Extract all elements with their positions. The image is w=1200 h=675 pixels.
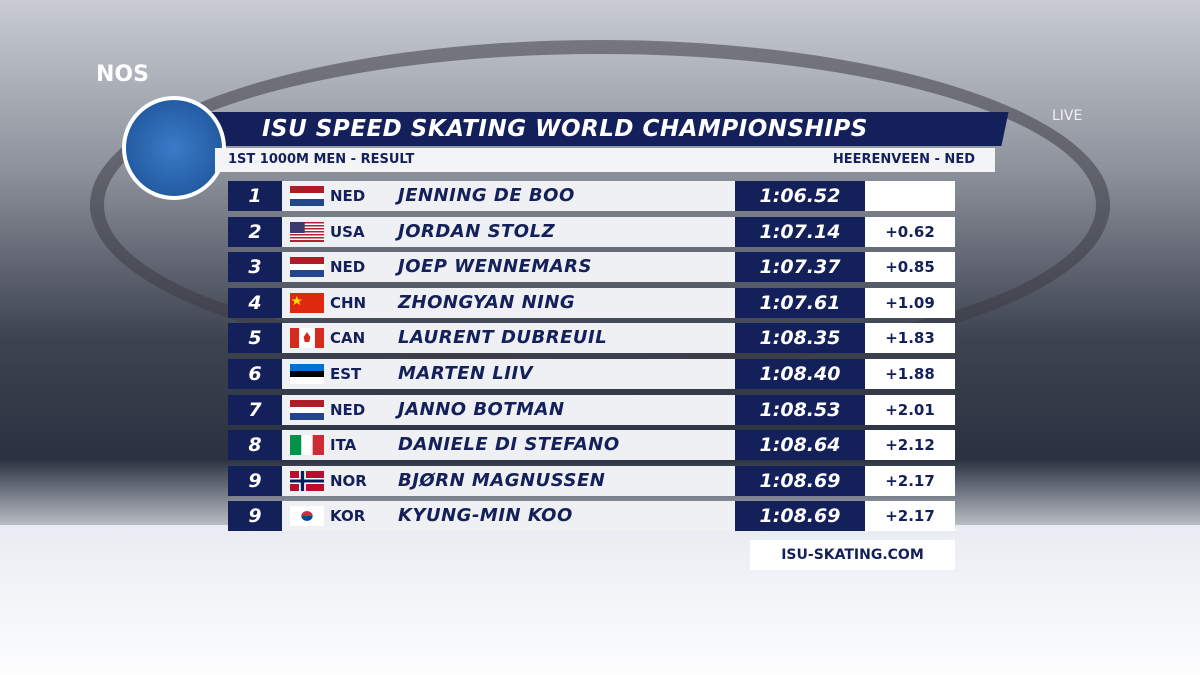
rank: 9 bbox=[228, 465, 282, 496]
flag-icon bbox=[290, 470, 324, 491]
athlete-name: JOEP WENNEMARS bbox=[398, 256, 592, 278]
flag-icon bbox=[290, 328, 324, 349]
time: 1:07.37 bbox=[735, 252, 865, 283]
result-row: 2 USA JORDAN STOLZ 1:07.14 +0.62 bbox=[228, 216, 955, 247]
location-label: HEERENVEEN - NED bbox=[832, 152, 975, 167]
country-code: NED bbox=[330, 187, 366, 205]
country-code: EST bbox=[330, 365, 362, 383]
flag bbox=[290, 399, 324, 420]
result-row: 9 KOR KYUNG-MIN KOO 1:08.69 +2.17 bbox=[228, 501, 955, 532]
rank: 5 bbox=[228, 323, 282, 354]
country-code: USA bbox=[330, 222, 365, 241]
isu-logo bbox=[122, 96, 226, 200]
flag-icon bbox=[290, 221, 324, 242]
result-row: 6 EST MARTEN LIIV 1:08.40 +1.88 bbox=[228, 359, 955, 389]
flag bbox=[290, 292, 324, 313]
flag bbox=[290, 470, 324, 491]
flag-icon bbox=[290, 364, 324, 384]
rank: 8 bbox=[228, 430, 282, 461]
event-label: 1ST 1000M MEN - RESULT bbox=[228, 152, 415, 167]
gap bbox=[865, 181, 955, 211]
result-row: 1 NED JENNING DE BOO 1:06.52 bbox=[228, 181, 955, 211]
time: 1:08.53 bbox=[735, 394, 865, 425]
athlete-name: DANIELE DI STEFANO bbox=[398, 434, 620, 456]
gap: +1.88 bbox=[865, 359, 955, 389]
gap: +0.62 bbox=[865, 216, 955, 247]
rank: 9 bbox=[228, 501, 282, 532]
flag-icon bbox=[290, 506, 324, 527]
country-code: CAN bbox=[330, 329, 366, 348]
athlete-name: MARTEN LIIV bbox=[398, 363, 534, 384]
flag-icon bbox=[290, 186, 324, 206]
flag-icon bbox=[290, 399, 324, 420]
rank: 4 bbox=[228, 287, 282, 318]
country-code: KOR bbox=[330, 507, 366, 526]
result-row: 3 NED JOEP WENNEMARS 1:07.37 +0.85 bbox=[228, 252, 955, 283]
athlete-name: JENNING DE BOO bbox=[398, 185, 575, 206]
time: 1:08.40 bbox=[735, 359, 865, 389]
gap: +2.12 bbox=[865, 430, 955, 461]
flag bbox=[290, 506, 324, 527]
result-row: 9 NOR BJØRN MAGNUSSEN 1:08.69 +2.17 bbox=[228, 465, 955, 496]
flag-icon bbox=[290, 292, 324, 313]
athlete-name: ZHONGYAN NING bbox=[398, 291, 576, 313]
subtitle-bar bbox=[215, 148, 995, 172]
time: 1:07.61 bbox=[735, 287, 865, 318]
broadcaster-logo: NOS bbox=[96, 62, 149, 87]
flag bbox=[290, 435, 324, 456]
gap: +0.85 bbox=[865, 252, 955, 283]
ice-rink bbox=[0, 525, 1200, 675]
result-row: 7 NED JANNO BOTMAN 1:08.53 +2.01 bbox=[228, 394, 955, 425]
country-code: NED bbox=[330, 400, 366, 419]
time: 1:08.69 bbox=[735, 465, 865, 496]
athlete-name: JANNO BOTMAN bbox=[398, 398, 565, 420]
gap: +1.83 bbox=[865, 323, 955, 354]
rank: 2 bbox=[228, 216, 282, 247]
time: 1:08.69 bbox=[735, 501, 865, 532]
country-code: NOR bbox=[330, 471, 367, 490]
rank: 7 bbox=[228, 394, 282, 425]
time: 1:08.64 bbox=[735, 430, 865, 461]
gap: +2.01 bbox=[865, 394, 955, 425]
rank: 6 bbox=[228, 359, 282, 389]
athlete-name: LAURENT DUBREUIL bbox=[398, 327, 608, 349]
result-row: 4 CHN ZHONGYAN NING 1:07.61 +1.09 bbox=[228, 287, 955, 318]
country-code: NED bbox=[330, 258, 366, 277]
gap: +2.17 bbox=[865, 501, 955, 532]
athlete-name: BJØRN MAGNUSSEN bbox=[398, 469, 606, 491]
result-row: 5 CAN LAURENT DUBREUIL 1:08.35 +1.83 bbox=[228, 323, 955, 354]
result-row: 8 ITA DANIELE DI STEFANO 1:08.64 +2.12 bbox=[228, 430, 955, 461]
website: ISU-SKATING.COM bbox=[750, 540, 955, 570]
flag bbox=[290, 364, 324, 384]
time: 1:08.35 bbox=[735, 323, 865, 354]
time: 1:06.52 bbox=[735, 181, 865, 211]
rank: 1 bbox=[228, 181, 282, 211]
live-label: LIVE bbox=[1052, 108, 1083, 124]
flag bbox=[290, 221, 324, 242]
athlete-name: JORDAN STOLZ bbox=[398, 220, 556, 242]
rank: 3 bbox=[228, 252, 282, 283]
gap: +1.09 bbox=[865, 287, 955, 318]
country-code: CHN bbox=[330, 293, 367, 312]
country-code: ITA bbox=[330, 436, 357, 455]
flag-icon bbox=[290, 435, 324, 456]
athlete-name: KYUNG-MIN KOO bbox=[398, 505, 573, 527]
flag-icon bbox=[290, 257, 324, 278]
gap: +2.17 bbox=[865, 465, 955, 496]
title: ISU SPEED SKATING WORLD CHAMPIONSHIPS bbox=[262, 116, 868, 142]
flag bbox=[290, 328, 324, 349]
flag bbox=[290, 186, 324, 206]
time: 1:07.14 bbox=[735, 216, 865, 247]
flag bbox=[290, 257, 324, 278]
